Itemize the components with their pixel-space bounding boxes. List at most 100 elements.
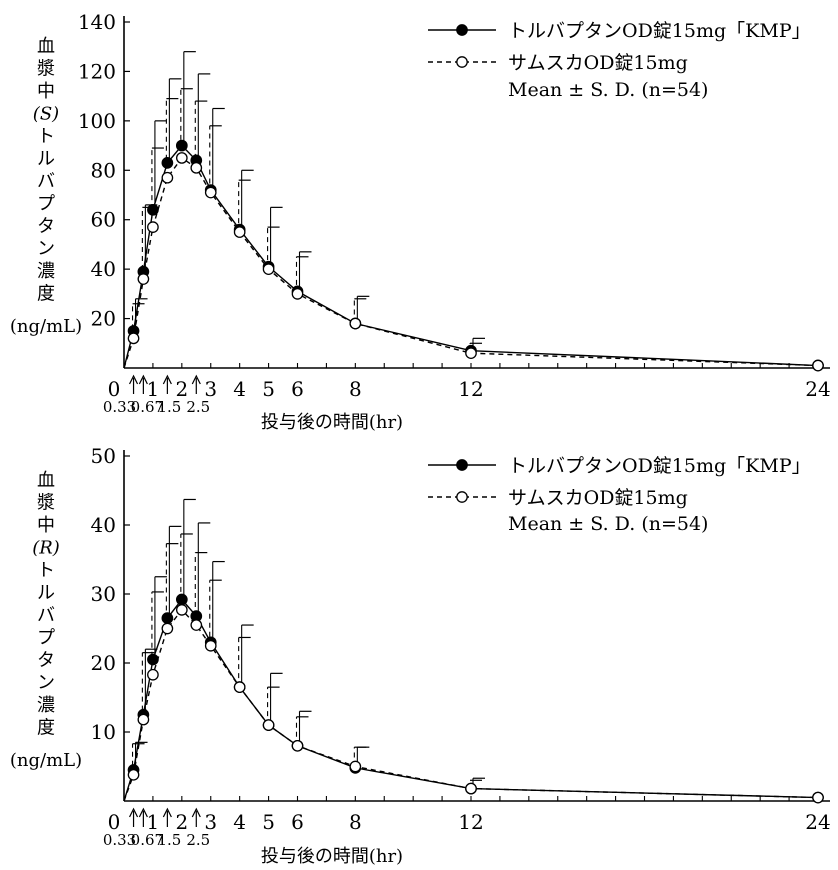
y-tick-label: 100 xyxy=(78,109,116,133)
x-tick-label: 3 xyxy=(204,377,217,401)
x-axis-title: 投与後の時間(hr) xyxy=(261,846,403,867)
y-axis-label-part: (R) xyxy=(32,538,60,559)
x-tick-label: 0 xyxy=(108,377,121,401)
x-tick-label: 6 xyxy=(291,810,304,834)
y-axis-label-part: 中 xyxy=(37,515,55,536)
legend-label: サムスカOD錠15mg xyxy=(508,487,688,509)
x-arrow-label: 2.5 xyxy=(186,398,210,416)
x-arrow-head xyxy=(191,807,201,818)
x-arrow-head xyxy=(138,374,148,385)
y-axis-label-part: ト xyxy=(37,560,55,581)
y-axis-label-part: 中 xyxy=(37,81,55,102)
legend-note: Mean ± S. D. (n=54) xyxy=(508,79,708,101)
data-point xyxy=(161,622,174,635)
y-axis-label-part: タ xyxy=(37,650,55,671)
legend-label: トルバプタンOD錠15mg「KMP」 xyxy=(508,20,811,42)
data-point xyxy=(812,359,824,372)
data-point xyxy=(147,203,159,216)
data-point xyxy=(291,288,304,300)
x-tick-label: 1 xyxy=(147,810,160,834)
x-tick-label: 3 xyxy=(204,810,217,834)
y-axis-label-part: (S) xyxy=(33,104,59,125)
y-tick-label: 30 xyxy=(91,582,116,606)
x-tick-label: 5 xyxy=(262,377,275,401)
series-line xyxy=(123,608,819,802)
y-axis-label-part: 度 xyxy=(37,718,55,739)
data-point xyxy=(233,226,246,238)
data-point xyxy=(190,161,203,174)
data-point xyxy=(127,332,140,345)
y-axis-label-part: (ng/mL) xyxy=(10,750,82,771)
data-point xyxy=(291,739,304,752)
y-tick-label: 120 xyxy=(78,59,116,83)
y-axis-label-part: タ xyxy=(37,216,55,237)
data-point xyxy=(137,273,150,285)
legend: トルバプタンOD錠15mg「KMP」サムスカOD錠15mg Mean ± S. D… xyxy=(428,20,811,101)
data-point xyxy=(161,171,174,184)
data-point xyxy=(204,639,217,652)
data-point xyxy=(465,782,477,795)
x-arrow-head xyxy=(129,374,139,385)
y-tick-label: 80 xyxy=(91,158,116,182)
data-point xyxy=(127,768,140,781)
y-tick-label: 140 xyxy=(78,10,116,34)
x-axis-title: 投与後の時間(hr) xyxy=(261,412,403,433)
y-axis-label-part: 濃 xyxy=(37,261,55,282)
data-point xyxy=(812,791,824,804)
y-tick-label: 10 xyxy=(91,720,116,744)
data-point xyxy=(137,713,150,726)
x-tick-label: 24 xyxy=(805,810,830,834)
y-tick-label: 40 xyxy=(91,257,116,281)
x-arrow-label: 0.33 xyxy=(103,831,136,849)
y-axis-label-part: バ xyxy=(37,605,55,626)
data-point xyxy=(349,760,362,773)
data-point xyxy=(465,347,477,360)
y-axis-label-part: 血 xyxy=(37,470,55,491)
data-point xyxy=(175,593,188,606)
y-tick-label: 20 xyxy=(91,307,116,331)
series-line xyxy=(123,598,819,802)
x-arrow-head xyxy=(191,374,201,385)
series-line xyxy=(123,156,819,369)
x-arrow-label: 0.33 xyxy=(103,398,136,416)
data-point xyxy=(204,186,217,199)
y-axis-label-part: ン xyxy=(37,239,55,260)
data-point xyxy=(147,221,159,233)
data-point xyxy=(175,139,188,152)
legend-marker xyxy=(456,491,468,503)
data-point xyxy=(262,263,275,275)
x-tick-label: 2 xyxy=(175,377,188,401)
x-arrow-label: 0.67 xyxy=(131,398,164,416)
legend-label: サムスカOD錠15mg xyxy=(508,52,688,74)
data-point xyxy=(147,668,159,681)
data-point xyxy=(233,681,246,694)
x-arrow-head xyxy=(129,807,139,818)
y-axis-label-part: 漿 xyxy=(37,59,55,80)
legend-marker xyxy=(456,459,468,471)
y-axis-label-part: 漿 xyxy=(37,493,55,514)
x-tick-label: 6 xyxy=(291,377,304,401)
x-tick-label: 1 xyxy=(147,377,160,401)
y-axis-label-part: バ xyxy=(37,171,55,192)
data-point xyxy=(190,619,203,631)
y-axis-label-part: 濃 xyxy=(37,695,55,716)
x-tick-label: 12 xyxy=(458,377,483,401)
data-point xyxy=(161,157,174,169)
x-tick-label: 4 xyxy=(233,377,246,401)
x-arrow-label: 1.5 xyxy=(157,398,181,416)
y-axis-label-part: ル xyxy=(37,149,55,170)
x-arrow-head xyxy=(138,807,148,818)
x-tick-label: 8 xyxy=(349,377,362,401)
legend-label: トルバプタンOD錠15mg「KMP」 xyxy=(508,455,811,477)
data-point xyxy=(147,653,159,666)
y-tick-label: 60 xyxy=(91,208,116,232)
x-tick-label: 8 xyxy=(349,810,362,834)
x-arrow-label: 2.5 xyxy=(186,831,210,849)
x-arrow-label: 1.5 xyxy=(157,831,181,849)
data-point xyxy=(175,152,188,164)
x-tick-label: 0 xyxy=(108,810,121,834)
data-point xyxy=(349,317,362,330)
